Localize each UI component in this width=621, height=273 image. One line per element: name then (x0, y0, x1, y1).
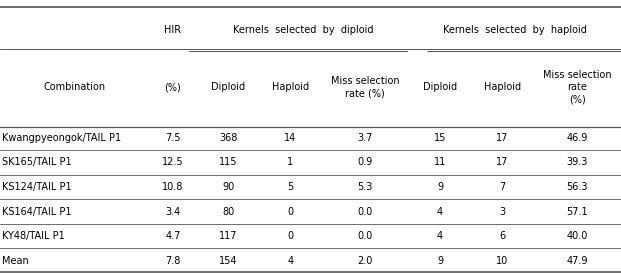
Text: 4: 4 (437, 231, 443, 241)
Text: 14: 14 (284, 133, 296, 143)
Text: 90: 90 (222, 182, 234, 192)
Text: Mean: Mean (2, 256, 29, 266)
Text: 9: 9 (437, 256, 443, 266)
Text: 5: 5 (287, 182, 293, 192)
Text: 0: 0 (287, 231, 293, 241)
Text: 115: 115 (219, 158, 237, 167)
Text: Kernels  selected  by  diploid: Kernels selected by diploid (233, 25, 373, 35)
Text: 39.3: 39.3 (566, 158, 588, 167)
Text: 3: 3 (499, 207, 505, 216)
Text: 0: 0 (287, 207, 293, 216)
Text: (%): (%) (165, 82, 181, 92)
Text: 7.8: 7.8 (165, 256, 181, 266)
Text: SK165/TAIL P1: SK165/TAIL P1 (2, 158, 72, 167)
Text: 3.7: 3.7 (358, 133, 373, 143)
Text: 40.0: 40.0 (566, 231, 588, 241)
Text: KY48/TAIL P1: KY48/TAIL P1 (2, 231, 65, 241)
Text: Miss selection
rate (%): Miss selection rate (%) (331, 76, 399, 99)
Text: 1: 1 (287, 158, 293, 167)
Text: 7.5: 7.5 (165, 133, 181, 143)
Text: 17: 17 (496, 158, 509, 167)
Text: 80: 80 (222, 207, 234, 216)
Text: 11: 11 (434, 158, 446, 167)
Text: 3.4: 3.4 (165, 207, 181, 216)
Text: 5.3: 5.3 (358, 182, 373, 192)
Text: 154: 154 (219, 256, 237, 266)
Text: 4: 4 (437, 207, 443, 216)
Text: 17: 17 (496, 133, 509, 143)
Text: 15: 15 (434, 133, 446, 143)
Text: KS164/TAIL P1: KS164/TAIL P1 (2, 207, 72, 216)
Text: 2.0: 2.0 (358, 256, 373, 266)
Text: 6: 6 (499, 231, 505, 241)
Text: 56.3: 56.3 (566, 182, 588, 192)
Text: 4: 4 (287, 256, 293, 266)
Text: 9: 9 (437, 182, 443, 192)
Text: Haploid: Haploid (484, 82, 521, 92)
Text: 46.9: 46.9 (566, 133, 588, 143)
Text: 0.0: 0.0 (358, 207, 373, 216)
Text: Combination: Combination (43, 82, 106, 92)
Text: 57.1: 57.1 (566, 207, 588, 216)
Text: 47.9: 47.9 (566, 256, 588, 266)
Text: Kwangpyeongok/TAIL P1: Kwangpyeongok/TAIL P1 (2, 133, 122, 143)
Text: Diploid: Diploid (211, 82, 245, 92)
Text: KS124/TAIL P1: KS124/TAIL P1 (2, 182, 72, 192)
Text: HIR: HIR (164, 25, 181, 35)
Text: Kernels  selected  by  haploid: Kernels selected by haploid (443, 25, 587, 35)
Text: 4.7: 4.7 (165, 231, 181, 241)
Text: 10: 10 (496, 256, 509, 266)
Text: Haploid: Haploid (272, 82, 309, 92)
Text: 0.0: 0.0 (358, 231, 373, 241)
Text: 10.8: 10.8 (162, 182, 183, 192)
Text: 0.9: 0.9 (358, 158, 373, 167)
Text: Diploid: Diploid (423, 82, 457, 92)
Text: 368: 368 (219, 133, 237, 143)
Text: Miss selection
rate
(%): Miss selection rate (%) (543, 70, 612, 105)
Text: 117: 117 (219, 231, 237, 241)
Text: 12.5: 12.5 (162, 158, 184, 167)
Text: 7: 7 (499, 182, 505, 192)
